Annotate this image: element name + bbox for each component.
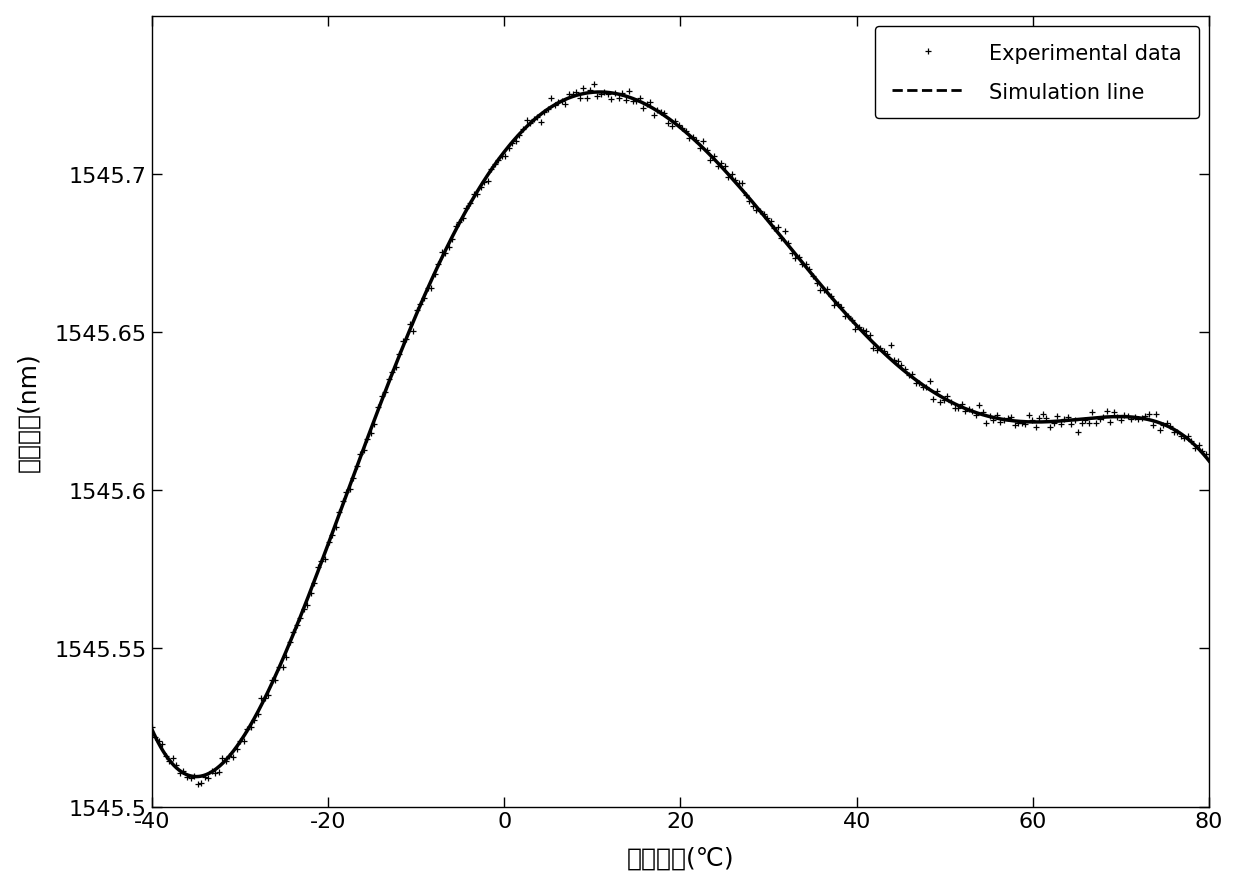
- Simulation line: [188, 772, 203, 782]
- Y-axis label: 平均波长(nm): 平均波长(nm): [16, 352, 41, 471]
- Experimental data: [1043, 423, 1058, 433]
- Line: Experimental data: Experimental data: [149, 82, 1213, 788]
- Experimental data: [587, 80, 601, 90]
- Line: Simulation line: Simulation line: [151, 93, 1209, 777]
- Legend: Experimental data, Simulation line: Experimental data, Simulation line: [875, 27, 1199, 119]
- Experimental data: [781, 238, 796, 249]
- Simulation line: [1202, 456, 1216, 467]
- Simulation line: [1172, 428, 1187, 439]
- Experimental data: [799, 260, 813, 270]
- Experimental data: [144, 722, 159, 733]
- X-axis label: 光源温度(℃): 光源温度(℃): [626, 845, 734, 869]
- Simulation line: [1172, 428, 1187, 439]
- Experimental data: [1202, 454, 1216, 464]
- Experimental data: [190, 779, 205, 789]
- Simulation line: [978, 411, 993, 422]
- Experimental data: [1110, 412, 1125, 423]
- Simulation line: [198, 769, 213, 780]
- Simulation line: [593, 88, 608, 98]
- Simulation line: [660, 113, 675, 123]
- Experimental data: [777, 226, 792, 237]
- Simulation line: [631, 97, 646, 107]
- Experimental data: [148, 732, 162, 742]
- Simulation line: [144, 724, 159, 734]
